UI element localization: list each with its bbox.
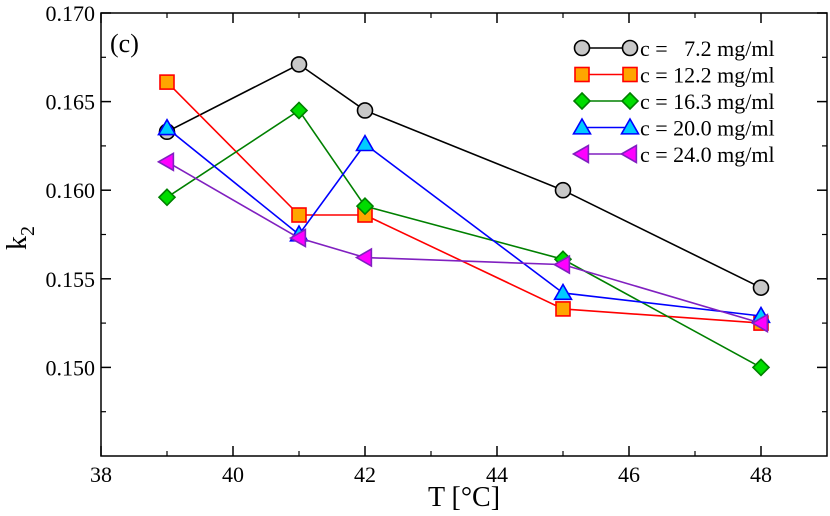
x-tick-label: 46 [618, 462, 640, 487]
x-tick-label: 40 [222, 462, 244, 487]
legend-label: c = 12.2 mg/ml [640, 63, 775, 88]
data-point [159, 74, 175, 90]
y-tick-label: 0.160 [46, 178, 96, 203]
data-point [157, 118, 177, 136]
data-point [752, 279, 770, 296]
legend-marker [620, 117, 640, 135]
data-point [289, 101, 309, 120]
legend-entry: c = 24.0 mg/ml [571, 142, 775, 167]
legend-entry: c = 16.3 mg/ml [572, 89, 775, 114]
data-point [157, 188, 177, 207]
data-point [553, 282, 573, 301]
x-tick-label: 38 [90, 462, 112, 487]
legend-label: c = 16.3 mg/ml [640, 89, 775, 114]
data-point [355, 197, 375, 216]
data-point [750, 313, 769, 333]
series-line [166, 161, 762, 324]
legend-marker [572, 91, 592, 111]
data-point [288, 228, 307, 248]
legend: c = 7.2 mg/mlc = 12.2 mg/mlc = 16.3 mg/m… [571, 36, 775, 167]
legend-marker [574, 66, 590, 83]
x-tick-label: 48 [750, 462, 772, 487]
series-4 [157, 118, 771, 324]
y-tick-label: 0.165 [46, 90, 96, 115]
data-point [355, 134, 375, 152]
y-tick-label: 0.150 [46, 355, 96, 380]
legend-entry: c = 12.2 mg/ml [574, 63, 775, 88]
x-tick-label: 42 [354, 462, 376, 487]
data-point [555, 301, 571, 317]
y-axis-title-subscript: 2 [17, 226, 39, 236]
data-point [290, 56, 308, 73]
axis-ticks [100, 12, 827, 456]
series-layer [156, 56, 771, 377]
legend-label: c = 20.0 mg/ml [640, 116, 775, 141]
legend-marker [621, 39, 639, 57]
data-point [751, 358, 771, 377]
legend-label: c = 7.2 mg/ml [640, 36, 775, 61]
data-point [354, 247, 373, 268]
x-tick-label: 44 [486, 462, 508, 487]
y-axis-title: k2 [2, 226, 39, 250]
tick-labels: 38 40 42 44 46 48 0.150 0.155 0.160 0.165 0.170 [46, 1, 773, 487]
y-tick-label: 0.155 [46, 267, 96, 292]
legend-marker [619, 144, 638, 164]
data-point [552, 254, 571, 275]
svg-text:k2: k2 [2, 226, 39, 250]
panel-label: (c) [110, 29, 139, 58]
series-5 [156, 151, 769, 333]
legend-marker [620, 91, 640, 111]
legend-entry: c = 7.2 mg/ml [573, 36, 775, 61]
legend-marker [572, 117, 592, 135]
y-tick-label: 0.170 [46, 1, 96, 26]
y-axis-title-main: k [2, 236, 33, 250]
legend-marker [573, 39, 591, 57]
x-axis-title: T [°C] [428, 482, 500, 513]
data-point [554, 181, 572, 199]
legend-entry: c = 20.0 mg/ml [572, 116, 775, 141]
data-point [156, 151, 175, 172]
data-point [356, 102, 374, 119]
legend-label: c = 24.0 mg/ml [640, 142, 775, 167]
data-point [291, 207, 307, 223]
legend-marker [571, 144, 590, 164]
legend-marker [622, 66, 638, 83]
